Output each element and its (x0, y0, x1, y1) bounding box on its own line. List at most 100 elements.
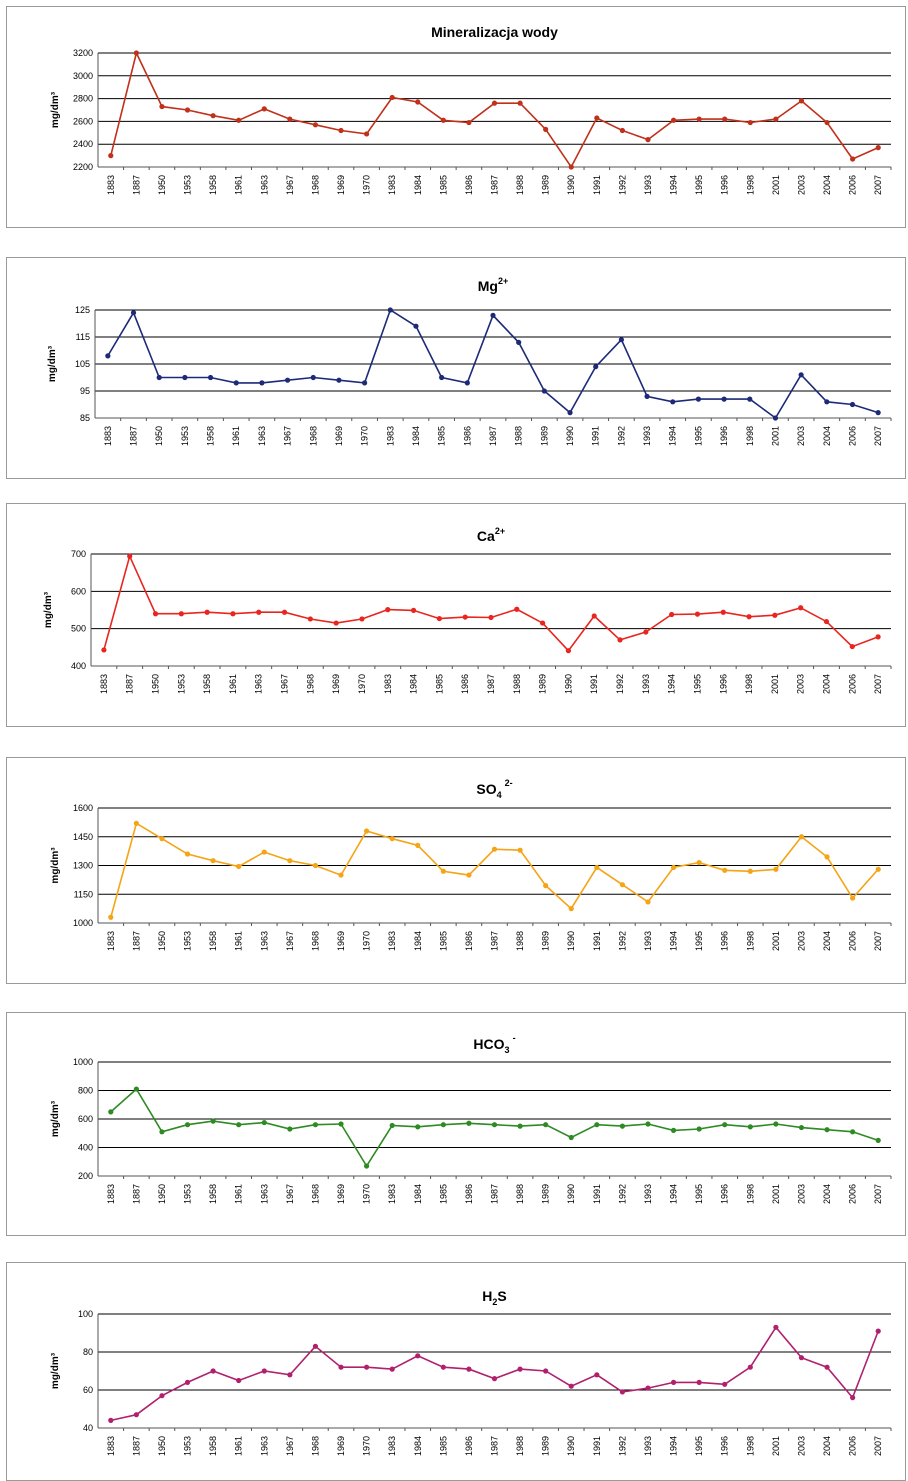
data-point (440, 1364, 446, 1370)
data-point (798, 605, 804, 611)
x-tick-label: 1970 (362, 1436, 372, 1456)
x-tick-label: 1989 (541, 175, 551, 195)
data-point (389, 1366, 395, 1372)
data-point (798, 1355, 805, 1361)
x-tick-label: 2007 (873, 674, 883, 694)
data-point (333, 620, 339, 626)
data-point (389, 836, 395, 842)
data-point (415, 1353, 421, 1359)
x-tick-label: 1987 (490, 175, 500, 195)
series-line (110, 50, 879, 169)
data-point (466, 119, 472, 126)
x-tick-label: 1984 (411, 426, 421, 446)
chart-title: Mineralizacja wody (431, 24, 558, 40)
y-tick-label: 115 (76, 332, 90, 342)
x-tick-label: 1993 (643, 1184, 653, 1204)
x-tick-label: 1991 (592, 1436, 602, 1456)
x-tick-label: 1986 (464, 931, 474, 951)
x-tick-label: 1958 (208, 175, 218, 195)
data-point (875, 1137, 881, 1143)
data-point (439, 374, 445, 381)
x-tick-label: 1958 (208, 1436, 218, 1456)
x-tick-label: 2003 (796, 426, 806, 446)
chart-title-main: H (482, 1288, 492, 1304)
data-point (233, 380, 239, 386)
y-tick-label: 1450 (73, 832, 93, 842)
x-tick-label: 1986 (464, 1436, 474, 1456)
x-tick-label: 1950 (157, 175, 167, 195)
data-point (747, 868, 753, 874)
x-tick-label: 1883 (106, 1436, 116, 1456)
data-point (256, 609, 262, 615)
x-tick-label: 1983 (383, 674, 393, 694)
x-tick-label: 1996 (718, 674, 728, 694)
data-point (798, 834, 805, 840)
data-point (210, 1118, 216, 1124)
data-point (312, 1343, 319, 1349)
data-point (619, 1389, 626, 1395)
x-tick-label: 1988 (515, 931, 525, 951)
x-tick-label: 1953 (180, 426, 190, 446)
data-point (261, 849, 267, 855)
x-tick-label: 1950 (157, 1184, 167, 1204)
data-point (312, 862, 319, 869)
x-tick-label: 1968 (310, 931, 320, 951)
data-point (363, 828, 370, 834)
data-point (108, 1109, 114, 1115)
chart-svg-4: HCO3- 200 400 600 800 1000 mg/dm³ 1883 1887 1950 1… (50, 1033, 892, 1204)
data-point (645, 1121, 651, 1127)
x-tick-label: 1985 (438, 1436, 448, 1456)
x-tick-label: 2001 (770, 674, 780, 694)
data-point (824, 399, 830, 405)
data-point (108, 1417, 114, 1423)
x-tick-label: 1961 (234, 175, 244, 195)
data-point (773, 866, 779, 872)
x-tick-label: 1953 (183, 931, 193, 951)
data-point (543, 1368, 549, 1374)
data-point (517, 847, 523, 853)
data-point (491, 1122, 498, 1128)
data-point (178, 611, 184, 617)
data-point (490, 312, 496, 318)
data-point (643, 629, 649, 635)
x-tick-label: 1969 (336, 931, 346, 951)
data-point (182, 374, 188, 381)
y-tick-label: 1600 (73, 803, 93, 813)
data-point (464, 380, 470, 386)
x-tick-label: 1995 (694, 931, 704, 951)
x-tick-label: 1985 (438, 175, 448, 195)
data-point (338, 127, 344, 134)
data-point (619, 882, 626, 888)
x-tick-label: 1993 (642, 426, 652, 446)
data-point (338, 1121, 344, 1127)
x-tick-label: 1985 (437, 426, 447, 446)
x-tick-label: 1961 (231, 426, 241, 446)
data-point (591, 613, 597, 619)
x-tick-label: 1883 (106, 931, 116, 951)
x-tick-label: 1988 (515, 1436, 525, 1456)
x-tick-label: 1993 (643, 1436, 653, 1456)
x-tick-label: 1988 (512, 674, 522, 694)
data-point (261, 1119, 267, 1126)
x-tick-label: 1969 (336, 1436, 346, 1456)
data-point (152, 611, 159, 617)
x-tick-label: 1953 (183, 175, 193, 195)
data-point (517, 100, 523, 106)
x-tick-label: 1883 (99, 674, 109, 694)
x-tick-label: 1967 (280, 674, 290, 694)
data-point (849, 401, 856, 408)
chart-panel-1: Mg2+ 85 95 105 115 125 mg/dm³ 1883 1887 1950 1953 1… (6, 257, 906, 479)
x-tick-label: 1969 (336, 175, 346, 195)
data-point (696, 1126, 702, 1132)
x-tick-label: 1998 (744, 674, 754, 694)
x-tick-label: 1998 (745, 426, 755, 446)
x-tick-label: 1983 (387, 1436, 397, 1456)
data-point (695, 396, 702, 402)
data-point (236, 1122, 242, 1128)
x-tick-label: 1958 (208, 931, 218, 951)
data-point (236, 117, 242, 123)
data-point (645, 137, 651, 143)
x-tick-label: 1990 (563, 674, 573, 694)
x-tick-label: 1993 (643, 175, 653, 195)
x-tick-label: 1988 (514, 426, 524, 446)
